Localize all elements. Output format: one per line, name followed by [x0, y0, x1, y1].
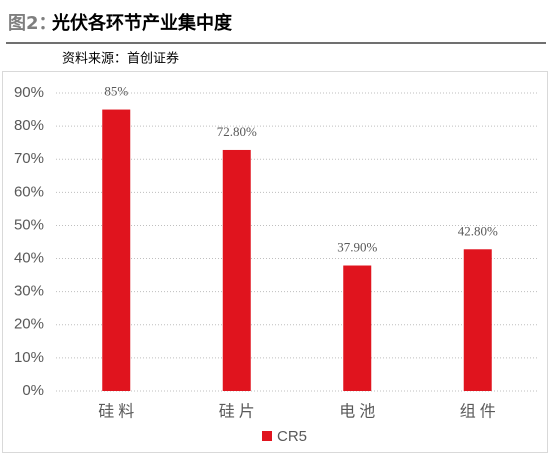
y-tick-label: 0%: [22, 382, 44, 399]
chart-title: 光伏各环节产业集中度: [51, 12, 233, 34]
y-tick-label: 60%: [14, 183, 44, 200]
bar: [463, 249, 492, 391]
y-tick-label: 30%: [14, 283, 44, 300]
y-tick-label: 50%: [14, 216, 44, 233]
legend-swatch: [262, 431, 272, 441]
data-label: 72.80%: [217, 124, 257, 139]
x-tick-label: 组件: [460, 402, 500, 421]
legend-label: CR5: [277, 428, 307, 445]
y-tick-label: 90%: [14, 84, 44, 101]
data-label: 42.80%: [458, 223, 498, 238]
source-note: 资料来源：首创证券: [62, 51, 179, 67]
figure-label: 图2：: [8, 13, 57, 34]
data-label: 85%: [104, 84, 128, 99]
x-tick-label: 硅片: [219, 402, 259, 421]
x-tick-label: 电池: [339, 402, 379, 421]
bar: [102, 109, 131, 392]
y-tick-label: 20%: [14, 316, 44, 333]
y-tick-label: 40%: [14, 250, 44, 267]
y-tick-label: 70%: [14, 150, 44, 167]
y-tick-label: 10%: [14, 349, 44, 366]
y-tick-label: 80%: [14, 117, 44, 134]
x-tick-label: 硅料: [98, 402, 138, 421]
data-label: 37.90%: [337, 239, 377, 254]
chart-frame: [2, 71, 548, 453]
bar: [343, 265, 372, 391]
bar: [222, 149, 251, 391]
